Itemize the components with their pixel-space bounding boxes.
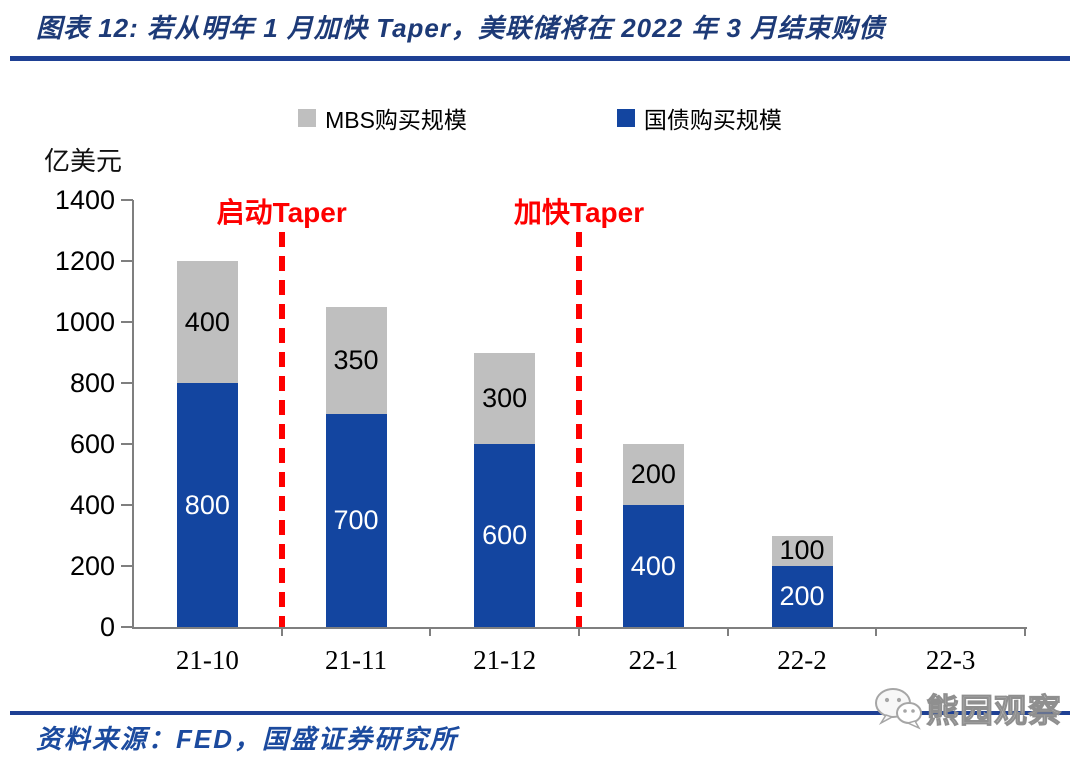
y-axis-tick-label: 800 bbox=[69, 368, 115, 398]
chart-legend: MBS购买规模 国债购买规模 bbox=[0, 101, 1080, 135]
bar-value-label: 600 bbox=[482, 520, 528, 550]
x-axis-category-label: 22-2 bbox=[777, 645, 827, 675]
wechat-icon bbox=[875, 688, 922, 730]
x-axis-tick-mark bbox=[1024, 627, 1026, 636]
source-note: 资料来源：FED，国盛证券研究所 bbox=[36, 724, 459, 754]
watermark: 熊园观察 bbox=[874, 684, 1062, 732]
bar-value-label: 400 bbox=[184, 306, 230, 337]
bar-segment: 600 bbox=[474, 444, 536, 627]
title-divider bbox=[10, 56, 1070, 61]
annotation-label: 加快Taper bbox=[513, 197, 645, 228]
bar-segment: 200 bbox=[771, 566, 833, 627]
y-axis-tick-mark bbox=[121, 260, 133, 262]
x-axis-category-label: 22-3 bbox=[925, 645, 976, 675]
bar-segment: 300 bbox=[474, 352, 536, 444]
y-axis-unit-label: 亿美元 bbox=[44, 146, 123, 176]
legend-label: MBS购买规模 bbox=[325, 107, 467, 133]
y-axis-tick-mark bbox=[121, 565, 133, 567]
y-axis-tick-mark bbox=[121, 199, 133, 201]
y-axis-tick-mark bbox=[121, 382, 133, 384]
y-axis-tick-mark bbox=[121, 321, 133, 323]
y-axis-tick-label: 0 bbox=[99, 612, 115, 642]
footer-divider bbox=[10, 711, 1070, 715]
y-axis-tick-label: 1200 bbox=[54, 246, 115, 276]
legend-swatch bbox=[298, 109, 317, 127]
legend-swatch bbox=[616, 109, 635, 127]
y-axis-tick-mark bbox=[121, 504, 133, 506]
y-axis-line bbox=[132, 200, 134, 629]
annotation-dashed-line bbox=[576, 232, 582, 627]
y-axis-tick-label: 1400 bbox=[54, 185, 115, 215]
bar-value-label: 300 bbox=[482, 382, 528, 413]
x-axis-tick-mark bbox=[578, 627, 580, 636]
x-axis-category-label: 21-12 bbox=[473, 645, 537, 675]
x-axis-tick-mark bbox=[280, 627, 283, 636]
bar-value-label: 200 bbox=[630, 459, 676, 489]
watermark-text: 熊园观察 bbox=[926, 692, 1062, 730]
y-axis-tick-mark bbox=[121, 443, 133, 445]
bar-segment: 400 bbox=[622, 505, 684, 627]
x-axis-tick-mark bbox=[429, 627, 432, 636]
bar-value-label: 400 bbox=[630, 550, 676, 581]
x-axis-category-label: 21-11 bbox=[324, 645, 387, 675]
bar-segment: 200 bbox=[622, 444, 684, 505]
legend-label: 国债购买规模 bbox=[643, 107, 782, 133]
bar-segment: 350 bbox=[325, 306, 387, 414]
bar-value-label: 800 bbox=[184, 489, 230, 520]
annotation-dashed-line bbox=[278, 232, 285, 627]
bar-value-label: 700 bbox=[333, 504, 379, 535]
y-axis-tick-label: 200 bbox=[69, 551, 115, 581]
y-axis-tick-mark bbox=[121, 626, 133, 628]
bar-segment: 100 bbox=[771, 535, 833, 566]
y-axis-tick-label: 600 bbox=[69, 429, 115, 459]
legend-item: 国债购买规模 bbox=[616, 101, 782, 135]
annotation-label: 启动Taper bbox=[216, 197, 347, 228]
legend-item: MBS购买规模 bbox=[298, 101, 467, 135]
bar-segment: 800 bbox=[176, 383, 238, 627]
bar-value-label: 200 bbox=[779, 581, 825, 611]
bar-segment: 400 bbox=[176, 261, 238, 383]
x-axis-tick-mark bbox=[726, 627, 729, 636]
x-axis-category-label: 21-10 bbox=[175, 645, 239, 675]
x-axis-category-label: 22-1 bbox=[628, 645, 679, 675]
y-axis-tick-label: 1000 bbox=[54, 307, 115, 337]
bar-segment: 700 bbox=[325, 413, 387, 627]
figure-title: 图表 12: 若从明年 1 月加快 Taper，美联储将在 2022 年 3 月… bbox=[36, 13, 886, 43]
x-axis-tick-mark bbox=[875, 627, 878, 636]
y-axis-tick-label: 400 bbox=[69, 490, 115, 520]
bar-value-label: 350 bbox=[333, 344, 379, 375]
bar-value-label: 100 bbox=[779, 535, 825, 566]
